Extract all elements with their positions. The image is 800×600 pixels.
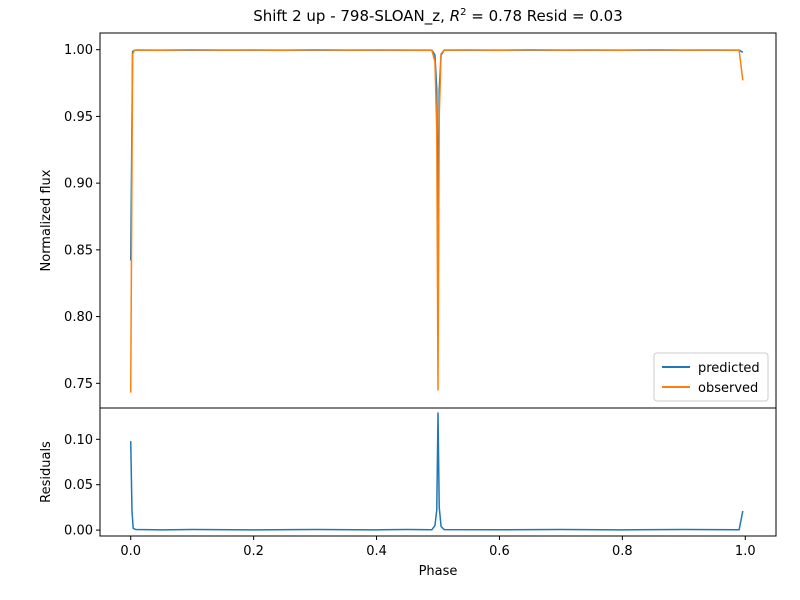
residuals-ytick-label: 0.05 (64, 478, 93, 493)
xtick-label: 0.8 (612, 544, 633, 559)
x-axis-label: Phase (419, 564, 458, 579)
residuals-panel: 0.10 0.05 0.00 0.0 0.2 0.4 0.6 0.8 1.0 Residual… (39, 407, 777, 579)
flux-ytick-label: 0.80 (64, 310, 93, 325)
residuals-series-group (129, 412, 744, 531)
residuals-y-axis-label: Residuals (39, 441, 54, 503)
residuals-line-residuals (129, 412, 744, 531)
flux-line-observed (129, 49, 744, 393)
flux-ytick-label: 0.85 (64, 243, 93, 258)
residuals-axes-frame (99, 407, 777, 537)
chart-title: Shift 2 up - 798-SLOAN_z, R2 = 0.78 Resi… (253, 7, 623, 26)
legend-label-observed: observed (698, 381, 758, 396)
flux-yticks: 1.00 0.95 0.90 0.85 0.80 0.75 (64, 43, 100, 392)
legend: predicted observed (653, 352, 769, 402)
flux-panel: 1.00 0.95 0.90 0.85 0.80 0.75 Normalized flux… (39, 32, 777, 409)
legend-box (653, 352, 769, 402)
residuals-yticks: 0.10 0.05 0.00 (64, 433, 100, 539)
xtick-label: 1.0 (735, 544, 756, 559)
flux-ytick-label: 0.75 (64, 377, 93, 392)
legend-label-predicted: predicted (698, 361, 760, 376)
xtick-label: 0.6 (489, 544, 510, 559)
xtick-label: 0.2 (243, 544, 264, 559)
flux-ytick-label: 0.95 (64, 110, 93, 125)
flux-series-group (129, 49, 744, 393)
xtick-label: 0.4 (366, 544, 387, 559)
residuals-ytick-label: 0.00 (64, 524, 93, 539)
flux-ytick-label: 1.00 (64, 43, 93, 58)
residuals-ytick-label: 0.10 (64, 433, 93, 448)
flux-ytick-label: 0.90 (64, 177, 93, 192)
xtick-label: 0.0 (120, 544, 141, 559)
residuals-xticks: 0.0 0.2 0.4 0.6 0.8 1.0 (120, 536, 756, 559)
flux-y-axis-label: Normalized flux (39, 169, 54, 271)
